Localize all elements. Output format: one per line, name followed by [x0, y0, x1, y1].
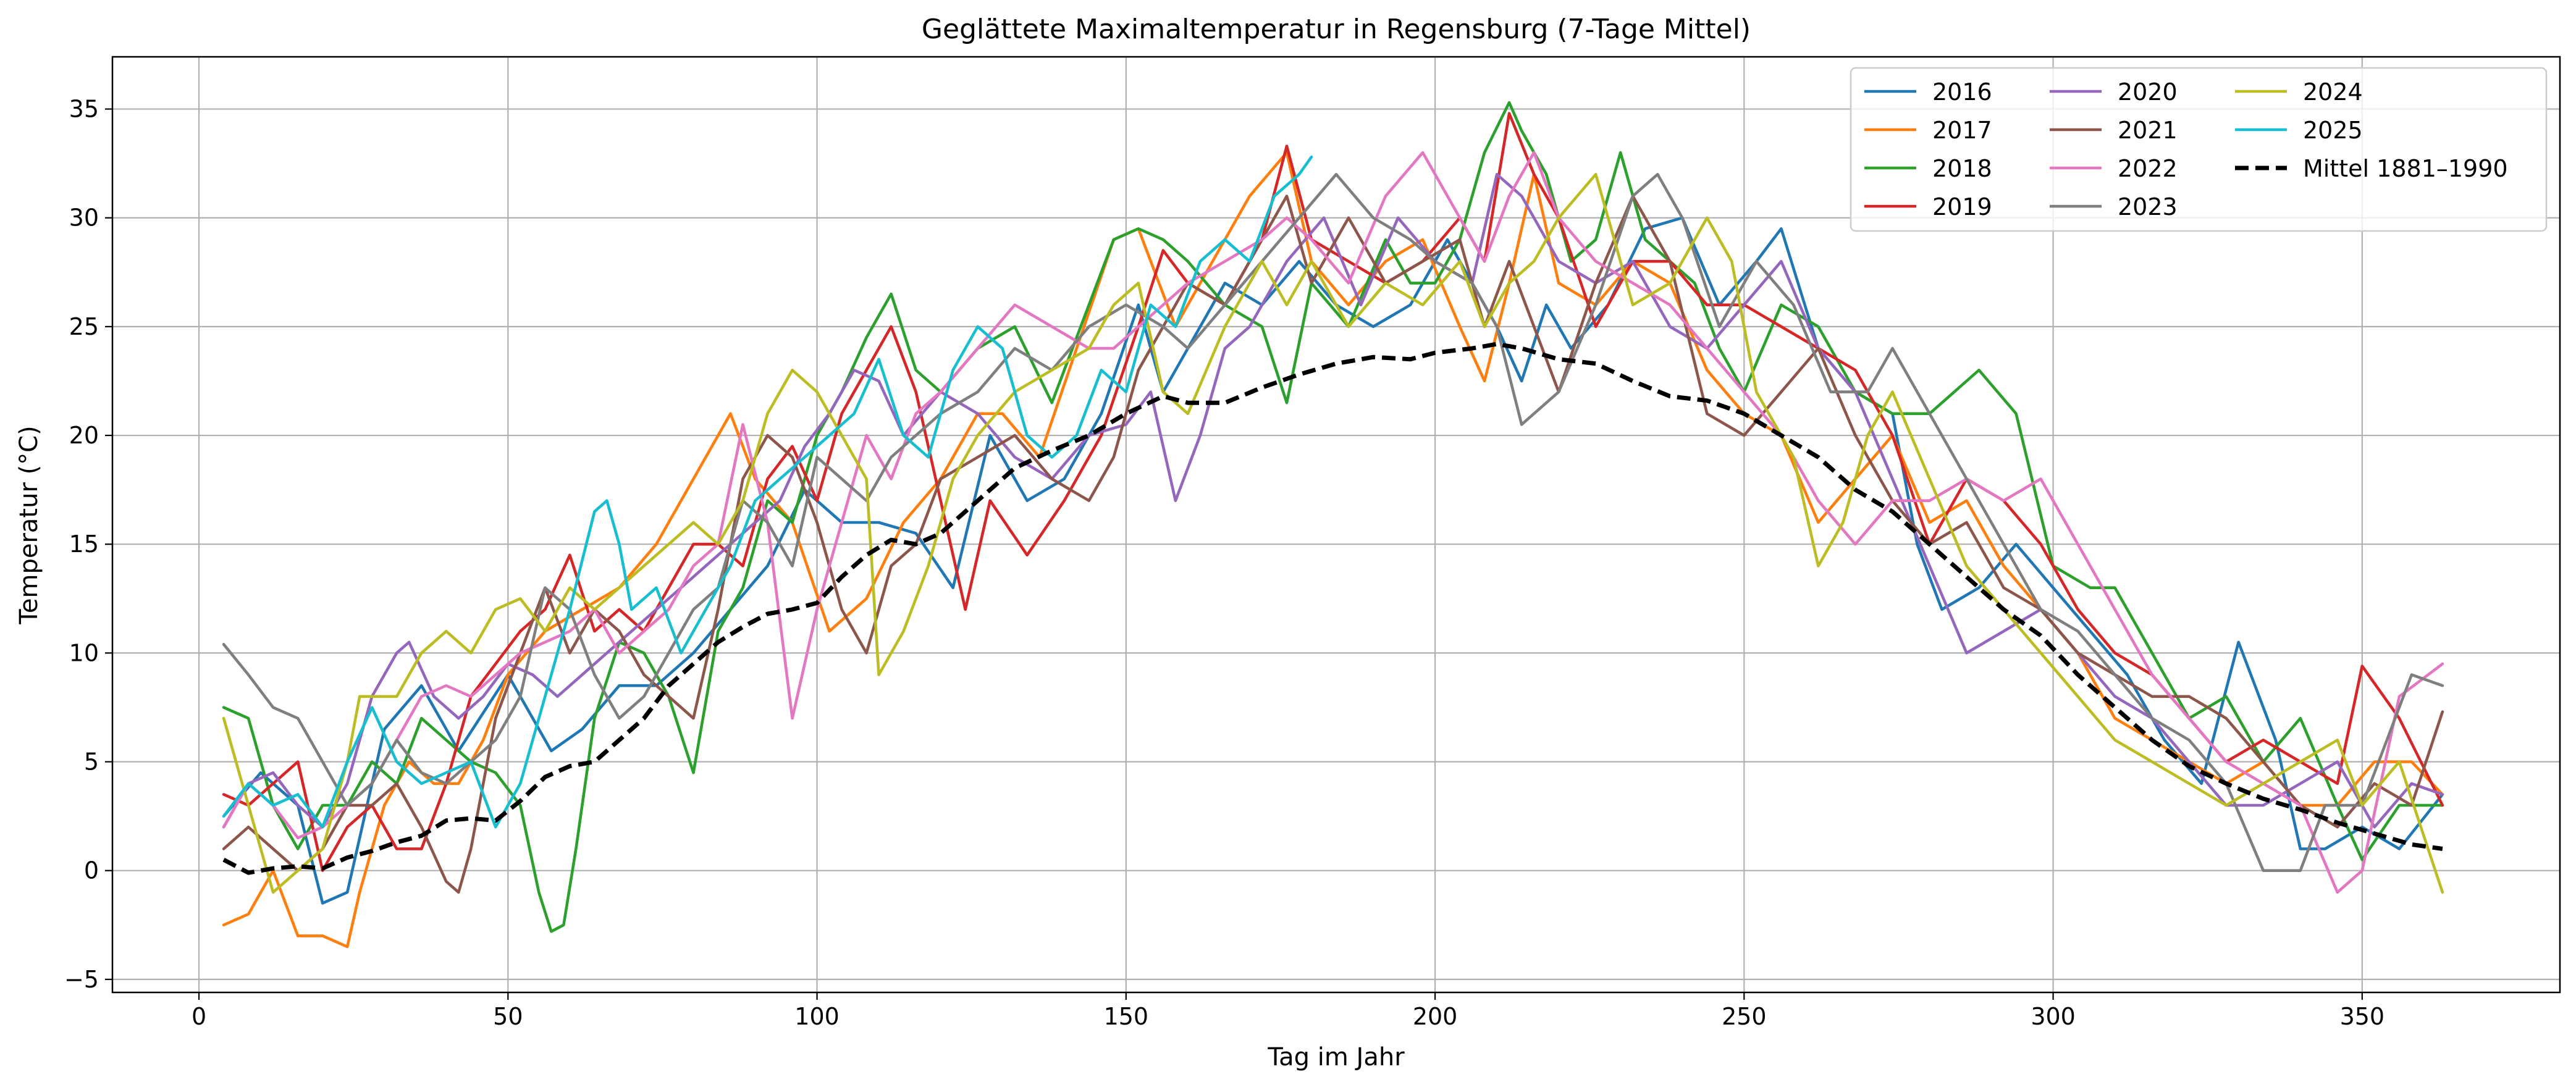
y-tick-label: −5 [64, 966, 99, 993]
series-line [222, 172, 2444, 894]
y-tick-label: 15 [69, 530, 99, 558]
x-tick-label: 350 [2340, 1003, 2385, 1030]
y-tick-label: 35 [69, 96, 99, 123]
x-axis-label: Tag im Jahr [1267, 1043, 1405, 1071]
x-tick-label: 100 [794, 1003, 840, 1030]
y-tick-label: 10 [69, 639, 99, 666]
x-axis: 0 50 100 150 200 250 300 350 [192, 992, 2384, 1030]
legend-label: 2025 [2303, 117, 2363, 144]
series-line [222, 151, 2444, 894]
legend-label: 2019 [1932, 193, 1992, 220]
x-tick-label: 150 [1104, 1003, 1149, 1030]
y-tick-label: 20 [69, 422, 99, 449]
legend-label: 2017 [1932, 117, 1992, 144]
legend-frame [1850, 67, 2548, 232]
series-line [222, 172, 2444, 872]
series-line [222, 151, 2444, 949]
chart-title: Geglättete Maximaltemperatur in Regensbu… [922, 14, 1751, 45]
x-tick-label: 200 [1413, 1003, 1458, 1030]
y-tick-label: 30 [69, 204, 99, 232]
x-tick-label: 0 [192, 1003, 206, 1030]
legend-label: 2024 [2303, 78, 2363, 106]
y-axis: −5 0 5 10 15 20 25 30 35 [64, 96, 112, 993]
plot-frame [111, 56, 2561, 994]
x-tick-label: 50 [493, 1003, 523, 1030]
series-line [222, 155, 1313, 829]
legend-label: 2020 [2118, 78, 2178, 106]
series-line [222, 216, 2444, 905]
series-lines [222, 101, 2444, 949]
legend-label: 2023 [2118, 193, 2178, 220]
legend-label: 2022 [2118, 155, 2178, 182]
x-tick-label: 250 [1722, 1003, 1767, 1030]
legend-label: 2018 [1932, 155, 1992, 182]
series-line [222, 342, 2443, 875]
y-tick-label: 5 [84, 748, 99, 776]
x-tick-label: 300 [2031, 1003, 2076, 1030]
y-tick-label: 25 [69, 313, 99, 340]
y-tick-label: 0 [84, 857, 99, 884]
legend: 2016 2017 2018 2019 2020 2021 2022 2023 2024 2025… [1850, 67, 2548, 232]
legend-label: 2016 [1932, 78, 1992, 106]
legend-label: 2021 [2118, 117, 2178, 144]
y-axis-label: Temperatur (°C) [15, 426, 43, 625]
legend-label: Mittel 1881–1990 [2303, 155, 2508, 182]
